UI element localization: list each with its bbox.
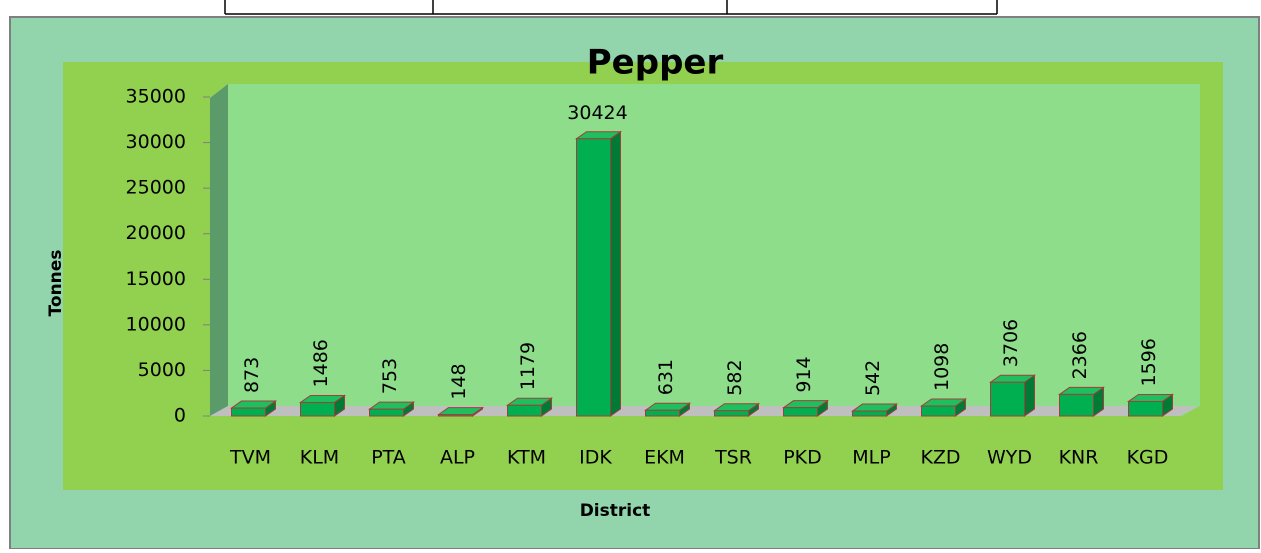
bar-front	[576, 138, 611, 417]
data-label: 3706	[1000, 319, 1022, 367]
data-label: 1486	[310, 339, 332, 387]
bar-front	[300, 401, 335, 417]
table-fragment	[224, 0, 998, 15]
data-label: 542	[862, 360, 884, 396]
bar	[1126, 393, 1175, 417]
bar-front	[783, 407, 818, 417]
chart-title: Pepper	[587, 43, 724, 83]
bar-front	[645, 409, 680, 417]
x-tick-label: KNR	[1059, 447, 1099, 469]
data-label: 1596	[1138, 338, 1160, 386]
bar-front	[1059, 393, 1094, 417]
data-label: 582	[724, 359, 746, 395]
floor	[210, 406, 1198, 416]
y-tick-label: 15000	[126, 268, 186, 290]
data-label: 914	[793, 356, 815, 392]
bar-front	[852, 410, 887, 417]
bar	[367, 401, 416, 417]
x-tick-label: KZD	[920, 447, 960, 469]
data-label: 30424	[567, 102, 627, 124]
bar-front	[369, 408, 404, 417]
x-tick-label: PKD	[783, 447, 822, 469]
data-label: 873	[241, 357, 263, 393]
bar-front	[1128, 400, 1163, 417]
x-tick-label: WYD	[987, 447, 1032, 469]
x-tick-label: TSR	[714, 447, 752, 469]
x-tick-label: KTM	[507, 447, 546, 469]
x-tick-label: ALP	[440, 447, 475, 469]
bar-front	[231, 407, 266, 417]
y-tick-label: 30000	[126, 131, 186, 153]
data-label: 753	[379, 358, 401, 394]
y-tick-label: 0	[174, 405, 186, 427]
y-axis-title: Tonnes	[46, 250, 66, 317]
x-tick-label: MLP	[852, 447, 890, 469]
x-tick-label: KLM	[300, 447, 339, 469]
x-axis-title: District	[580, 501, 651, 521]
bar	[643, 402, 692, 417]
bar	[1057, 386, 1106, 417]
y-tick-label: 5000	[138, 359, 186, 381]
x-tick-label: IDK	[579, 447, 612, 469]
bar	[574, 130, 623, 417]
y-tick-label: 25000	[126, 177, 186, 199]
x-tick-label: TVM	[229, 447, 271, 469]
bar-front	[990, 381, 1025, 417]
plot-wall	[210, 84, 1200, 416]
bar	[988, 374, 1037, 417]
y-tick-label: 10000	[126, 313, 186, 335]
bar	[919, 398, 968, 417]
bar	[781, 399, 830, 417]
bar	[712, 402, 761, 417]
bar	[505, 397, 554, 417]
bar	[436, 406, 485, 417]
data-label: 2366	[1069, 331, 1091, 379]
side-wall	[210, 84, 228, 416]
bar-front	[921, 405, 956, 417]
bar	[298, 394, 347, 417]
data-label: 148	[448, 363, 470, 399]
bar-side	[610, 130, 621, 417]
data-label: 631	[655, 359, 677, 395]
x-tick-label: PTA	[371, 447, 406, 469]
bar-front	[714, 410, 749, 417]
bar-front	[507, 404, 542, 417]
bar	[229, 400, 278, 417]
y-tick-label: 35000	[126, 86, 186, 108]
bar	[850, 403, 899, 417]
data-label: 1098	[931, 343, 953, 391]
data-label: 1179	[517, 342, 539, 390]
x-tick-label: EKM	[644, 447, 685, 469]
y-tick-label: 20000	[126, 222, 186, 244]
x-tick-label: KGD	[1127, 447, 1169, 469]
bar-front	[438, 414, 473, 417]
